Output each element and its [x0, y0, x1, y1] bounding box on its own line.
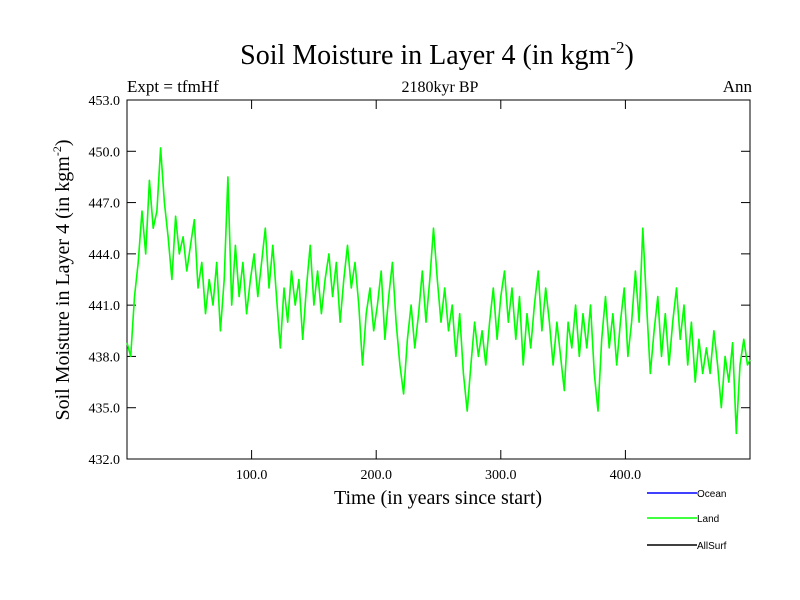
legend-ocean-label: Ocean [697, 489, 726, 500]
chart-title: Soil Moisture in Layer 4 (in kgm-2) [240, 38, 634, 71]
season-label: Ann [723, 77, 753, 96]
x-tick-label: 100.0 [236, 468, 268, 483]
experiment-label: Expt = tfmHf [127, 77, 219, 96]
chart-subtitle: 2180kyr BP [402, 79, 479, 96]
y-tick-label: 432.0 [89, 453, 121, 468]
x-tick-label: 400.0 [610, 468, 642, 483]
x-axis: 100.0 200.0 300.0 400.0 [236, 100, 641, 483]
y-tick-label: 441.0 [89, 299, 121, 314]
chart-title-superscript: -2 [610, 38, 624, 57]
y-axis-label-superscript: -2 [50, 146, 64, 156]
y-axis-label: Soil Moisture in Layer 4 (in kgm-2) [50, 139, 74, 420]
y-tick-label: 438.0 [89, 350, 121, 365]
land-series-line [126, 147, 751, 435]
legend: Ocean Land AllSurf [647, 489, 727, 552]
y-tick-label: 444.0 [89, 248, 121, 263]
y-tick-label: 435.0 [89, 402, 121, 417]
legend-allsurf-label: AllSurf [697, 541, 727, 552]
x-tick-label: 200.0 [360, 468, 392, 483]
plot-area [126, 99, 751, 460]
legend-land-label: Land [697, 514, 719, 525]
y-tick-label: 453.0 [89, 94, 121, 109]
y-axis: 432.0 435.0 438.0 441.0 444.0 447.0 450.0 453.0 [89, 94, 750, 468]
x-axis-label: Time (in years since start) [334, 487, 542, 509]
y-tick-label: 447.0 [89, 197, 121, 212]
x-tick-label: 300.0 [485, 468, 517, 483]
y-tick-label: 450.0 [89, 145, 121, 160]
